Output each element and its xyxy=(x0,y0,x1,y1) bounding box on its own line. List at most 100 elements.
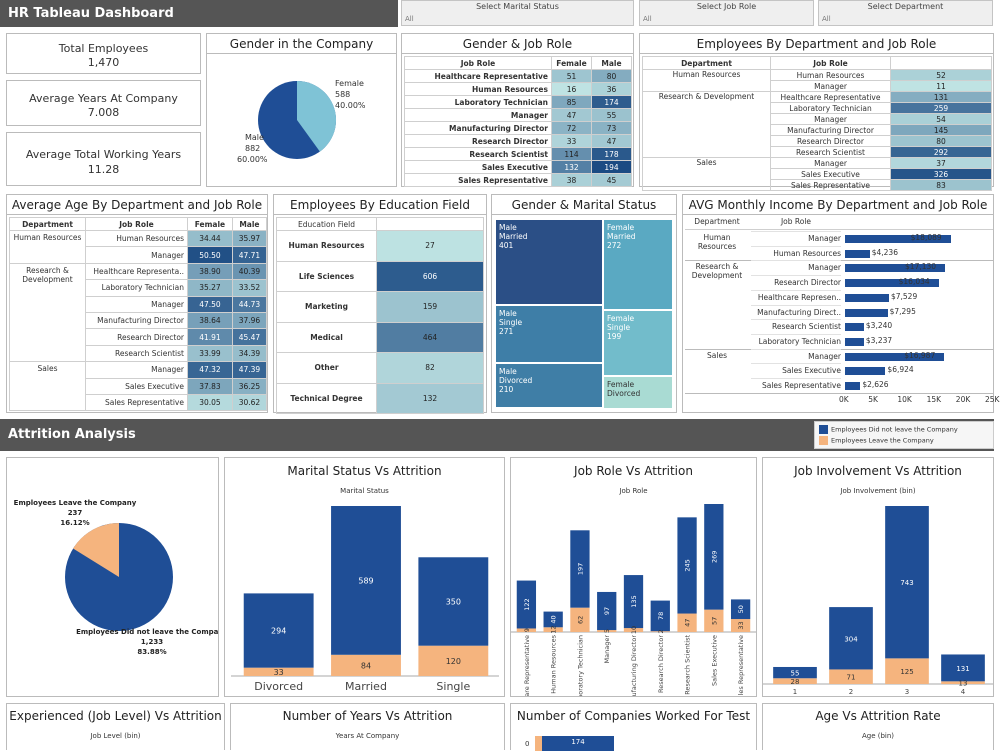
pie-slice-female[interactable] xyxy=(297,80,337,152)
bar-leave[interactable] xyxy=(773,678,817,684)
bar-leave[interactable] xyxy=(704,609,724,632)
bar-leave[interactable] xyxy=(623,628,644,632)
table-row[interactable]: Sales Representative 38 45 xyxy=(404,173,632,187)
education-field-cell: Medical xyxy=(276,321,377,353)
treemap-cell[interactable]: Female Married 272 xyxy=(603,219,673,310)
job-role-cell: Research Director xyxy=(85,328,188,346)
bar-stay[interactable] xyxy=(418,557,489,646)
bar-leave[interactable] xyxy=(570,607,590,632)
table-row[interactable]: Research & Development Healthcare Represe… xyxy=(9,262,268,363)
legend-item-leave[interactable]: Employees Leave the Company xyxy=(819,436,989,445)
kpi-label: Average Total Working Years xyxy=(25,148,182,161)
table-row[interactable]: Healthcare Representative 51 80 xyxy=(404,69,632,83)
bar-stay[interactable] xyxy=(829,607,873,670)
table-row[interactable]: Laboratory Technician 259 xyxy=(643,102,992,114)
job-role-cell: Human Resources xyxy=(404,82,552,96)
table-row[interactable]: Human Resources Human Resources 52 xyxy=(642,69,992,92)
bar-leave[interactable] xyxy=(941,681,985,684)
bar-stay[interactable] xyxy=(516,580,537,629)
table-row[interactable]: Marketing 159 xyxy=(276,291,484,323)
table-row[interactable]: Sales Manager 47.32 47.39 xyxy=(9,361,268,412)
table-row[interactable]: Life Sciences 606 xyxy=(276,260,484,292)
panel-title: Employees By Education Field xyxy=(274,195,486,215)
treemap-cell[interactable]: Female Single 199 xyxy=(603,310,673,376)
panel-title: Gender in the Company xyxy=(207,34,396,54)
bar-stay[interactable] xyxy=(941,654,985,682)
income-bar[interactable] xyxy=(845,308,888,317)
bar-leave[interactable] xyxy=(243,667,314,676)
income-bar[interactable] xyxy=(845,264,946,273)
income-bar[interactable] xyxy=(845,337,864,346)
marital-attrition-chart: 294 33 Divorced 589 84 Married 350 120 Single xyxy=(231,506,499,693)
bar-leave[interactable] xyxy=(543,627,563,632)
count-cell: 259 xyxy=(890,102,992,114)
marital-status-filter[interactable]: Select Marital Status All xyxy=(401,0,634,26)
bar-stay[interactable] xyxy=(677,517,697,614)
income-bar[interactable] xyxy=(845,352,945,361)
bar-stay[interactable] xyxy=(570,530,590,608)
income-bar[interactable] xyxy=(845,293,889,302)
table-row[interactable]: Other 82 xyxy=(276,352,484,384)
table-row[interactable]: Research & Development Healthcare Represe… xyxy=(642,91,992,158)
count-cell: 606 xyxy=(376,260,484,292)
table-row[interactable]: Manufacturing Director 38.64 37.96 xyxy=(10,311,268,330)
table-row[interactable]: Manager 47.50 44.73 xyxy=(10,295,268,313)
bar-stay[interactable] xyxy=(243,593,314,668)
table-row[interactable]: Sales Executive 37.83 36.25 xyxy=(10,377,268,395)
bar-leave[interactable] xyxy=(730,619,751,632)
bar-stay[interactable] xyxy=(773,666,817,679)
table-row[interactable]: Technical Degree 132 xyxy=(276,382,484,414)
bar-stay[interactable] xyxy=(885,506,929,659)
income-bar[interactable] xyxy=(845,235,951,243)
bar-stay[interactable] xyxy=(597,591,617,631)
cell-label: Male Single xyxy=(499,309,523,327)
bar-leave[interactable] xyxy=(418,645,489,676)
income-bar[interactable] xyxy=(845,279,939,288)
bar-stay[interactable] xyxy=(650,600,670,632)
table-row[interactable]: Sales Manager 37 xyxy=(642,157,992,191)
table-row[interactable]: Sales Executive 132 194 xyxy=(404,160,632,174)
female-count-cell: 16 xyxy=(551,82,592,96)
bar-leave[interactable] xyxy=(331,654,401,676)
bar-value-leave: 33 xyxy=(737,621,745,629)
table-row[interactable]: Research Director 33 47 xyxy=(404,134,632,148)
bar-leave[interactable] xyxy=(516,628,537,632)
income-bar[interactable] xyxy=(845,323,864,332)
table-row[interactable]: Sales Representative 83 xyxy=(643,179,992,191)
bar-stay[interactable] xyxy=(623,575,644,629)
table-row[interactable]: Manager 47 55 xyxy=(404,108,632,122)
bar-leave[interactable] xyxy=(650,631,670,632)
bar-leave[interactable] xyxy=(829,669,873,684)
table-row[interactable]: Human Resources 16 36 xyxy=(404,82,632,96)
legend-item-stay[interactable]: Employees Did not leave the Company xyxy=(819,425,989,434)
treemap-cell[interactable]: Male Single 271 xyxy=(495,305,603,363)
bar-leave[interactable] xyxy=(597,630,617,632)
table-row[interactable]: Medical 464 xyxy=(276,321,484,353)
income-bar[interactable] xyxy=(845,249,870,258)
pie-slice-leave[interactable] xyxy=(73,523,119,577)
treemap-cell[interactable]: Female Divorced xyxy=(603,376,673,409)
table-row[interactable]: Manager 11 xyxy=(643,80,992,92)
department-filter[interactable]: Select Department All xyxy=(818,0,993,26)
table-row[interactable]: Sales Representative 30.05 30.62 xyxy=(10,393,268,412)
treemap-cell[interactable]: Male Divorced 210 xyxy=(495,363,603,408)
table-row[interactable]: Research Scientist 114 178 xyxy=(404,147,632,161)
table-row[interactable]: Research Director 80 xyxy=(643,135,992,147)
stay-bar[interactable]: 174 xyxy=(542,736,614,751)
table-row[interactable]: Manufacturing Director 72 73 xyxy=(404,121,632,135)
table-row[interactable]: Laboratory Technician 35.27 33.52 xyxy=(10,279,268,297)
table-row[interactable]: Laboratory Technician 85 174 xyxy=(404,95,632,109)
job-role-filter[interactable]: Select Job Role All xyxy=(639,0,814,26)
treemap-cell[interactable]: Male Married 401 xyxy=(495,219,603,305)
bar-leave[interactable] xyxy=(885,658,929,684)
bar-stay[interactable] xyxy=(331,506,401,655)
bar-leave[interactable] xyxy=(677,613,697,632)
table-row[interactable]: Human Resources 27 xyxy=(276,230,484,262)
bar-stay[interactable] xyxy=(730,599,751,620)
leave-bar[interactable] xyxy=(535,736,542,751)
income-bar[interactable] xyxy=(845,367,886,376)
bar-stay[interactable] xyxy=(704,504,724,610)
bar-stay[interactable] xyxy=(543,611,563,628)
income-bar[interactable] xyxy=(845,382,861,390)
table-row[interactable]: Human Resources Human Resources 34.44 35.97 xyxy=(9,229,268,264)
